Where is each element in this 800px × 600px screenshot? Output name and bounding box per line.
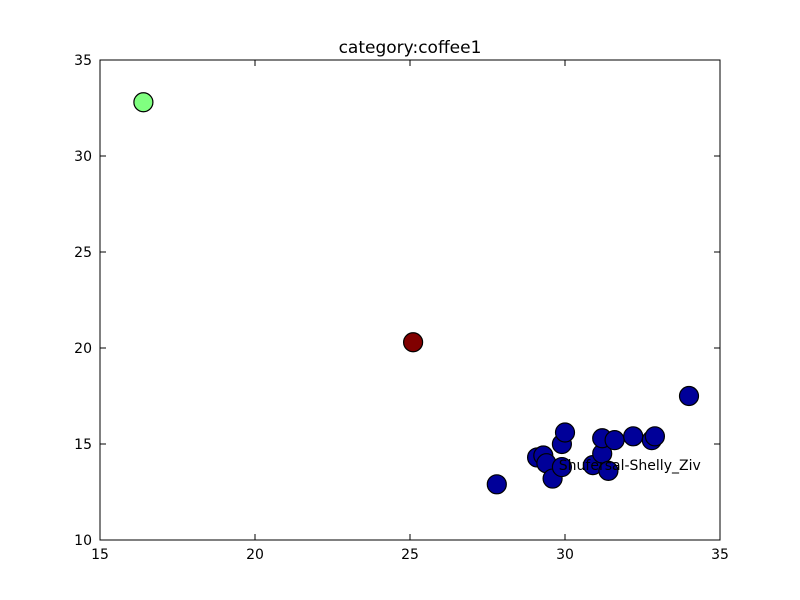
x-tick-label: 15	[91, 547, 109, 563]
x-tick-label: 30	[556, 547, 574, 563]
point-annotation: Shufersal-Shelly_Ziv	[559, 458, 701, 474]
y-tick-label: 25	[74, 245, 92, 261]
data-point	[604, 430, 625, 451]
data-point	[403, 332, 424, 353]
points-layer	[133, 92, 700, 495]
y-tick-label: 10	[74, 533, 92, 549]
data-point	[598, 460, 619, 481]
data-point	[644, 426, 666, 447]
data-point	[554, 422, 576, 443]
data-point	[133, 92, 154, 113]
data-point	[551, 456, 573, 478]
x-tick-label: 20	[246, 547, 264, 563]
x-tick-label: 25	[401, 547, 419, 563]
x-tick-label: 35	[711, 547, 729, 563]
y-tick-label: 30	[74, 149, 92, 165]
y-tick-label: 35	[74, 53, 92, 69]
data-point	[486, 474, 507, 495]
y-tick-label: 20	[74, 341, 92, 357]
data-point	[623, 426, 644, 447]
data-point	[678, 385, 700, 407]
annotations-layer: Shufersal-Shelly_Ziv	[559, 458, 701, 474]
chart-title: category:coffee1	[339, 38, 482, 58]
y-tick-label: 15	[74, 437, 92, 453]
